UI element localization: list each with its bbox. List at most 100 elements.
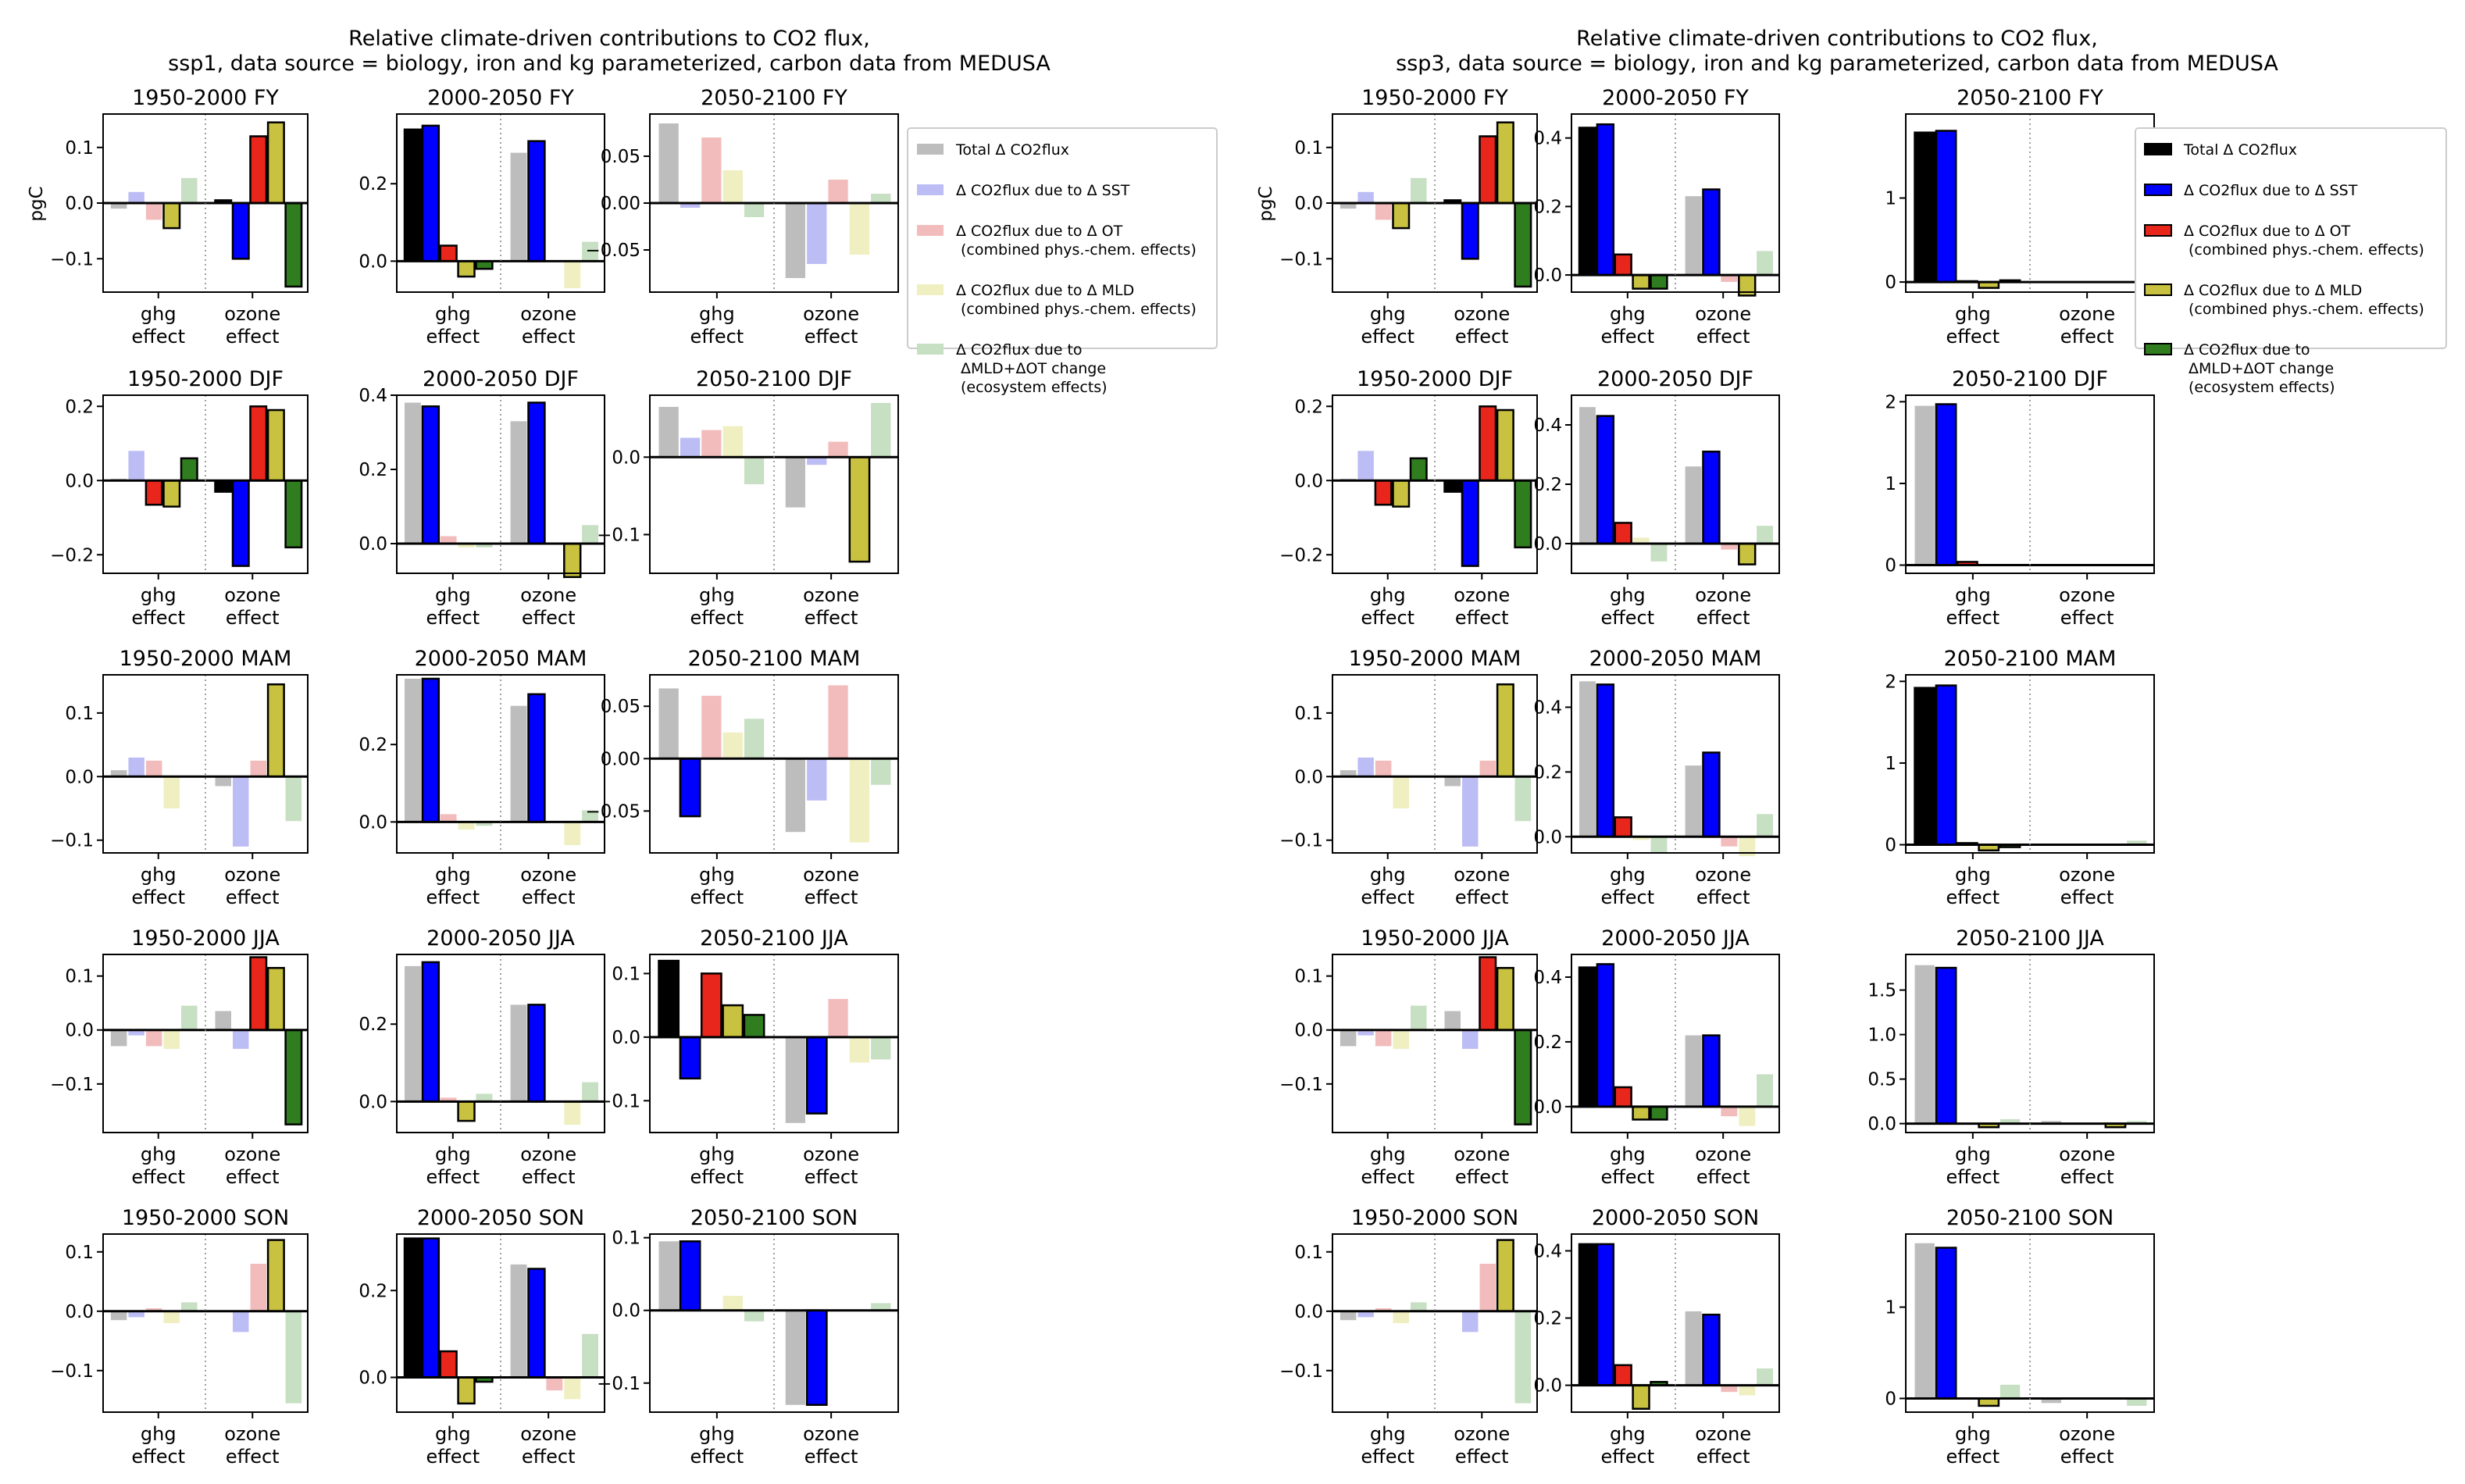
subplot-title: 1950-2000 MAM	[120, 647, 292, 671]
subplot-title: 2050-2100 MAM	[688, 647, 861, 671]
subplot-title: 2000-2050 SON	[417, 1206, 584, 1230]
bar-ot	[1479, 1264, 1496, 1311]
bar-sst	[1357, 191, 1374, 204]
x-category-label: effect	[426, 1166, 480, 1188]
bar-mld	[266, 967, 285, 1032]
bar-sst	[805, 1036, 828, 1115]
bar-sst	[679, 1240, 701, 1311]
x-category-label: ghg	[1370, 303, 1406, 325]
bar-ot	[1375, 1308, 1392, 1311]
x-category-label: ozone	[1695, 1423, 1751, 1445]
legend-label: Δ CO2flux due to Δ OT	[2184, 223, 2351, 240]
bar-ot	[250, 1264, 266, 1311]
bar-mld	[1393, 776, 1409, 808]
x-category-label: effect	[1600, 886, 1654, 908]
bar-mld	[266, 408, 285, 482]
bar-total	[1914, 1243, 1935, 1399]
subplot-frame	[649, 394, 899, 574]
bar-ot	[144, 480, 163, 506]
x-category-label: ghg	[141, 1143, 177, 1165]
bar-mld	[1496, 121, 1514, 205]
subplot: 1950-2000 JJA0.10.0−0.1ghgeffectozoneeff…	[1279, 926, 1538, 1188]
subplot: 1950-2000 DJF0.20.0−0.2ghgeffectozoneeff…	[50, 367, 309, 629]
bar-sst	[128, 757, 144, 777]
x-category-label: ghg	[1370, 1143, 1406, 1165]
subplot-frame	[396, 954, 605, 1133]
bar-eco	[180, 457, 198, 482]
bar-ot	[1721, 544, 1738, 550]
bar-mld	[849, 1036, 870, 1063]
legend-label: ΔMLD+ΔOT change	[2189, 360, 2334, 377]
x-category-label: ozone	[803, 864, 859, 886]
x-category-label: ghg	[1370, 1423, 1406, 1445]
y-tick-label: 0.1	[1294, 704, 1323, 724]
bar-sst	[1462, 1029, 1479, 1049]
x-category-label: effect	[226, 607, 280, 629]
x-category-label: ozone	[803, 303, 859, 325]
bar-total	[1340, 1029, 1357, 1047]
y-tick-label: 0.1	[65, 704, 94, 724]
bar-ot	[1721, 1385, 1738, 1393]
y-tick-label: 0.0	[1533, 534, 1562, 555]
bar-total	[2041, 1398, 2061, 1404]
y-tick-label: 0.0	[65, 1021, 94, 1041]
x-category-label: effect	[1946, 886, 2000, 908]
bar-sst	[527, 1004, 546, 1103]
bar-eco	[284, 480, 303, 549]
bar-ot	[701, 695, 722, 759]
subplot: 2050-2100 JJA1.51.00.50.0ghgeffectozonee…	[1867, 926, 2155, 1188]
x-category-label: ozone	[224, 303, 280, 325]
subplot-frame	[102, 394, 309, 574]
bar-total	[1914, 687, 1936, 846]
legend-swatch	[2144, 143, 2172, 155]
bar-eco	[1514, 1029, 1532, 1125]
legend-entry-ot: Δ CO2flux due to Δ OT(combined phys.-che…	[2144, 223, 2424, 259]
y-tick-label: 1	[1885, 189, 1896, 209]
subplot: 1950-2000 MAM0.10.0−0.1ghgeffectozoneeff…	[1279, 647, 1538, 908]
subplot: 2000-2050 SON0.40.20.0ghgeffectozoneeffe…	[1533, 1206, 1780, 1468]
bar-eco	[871, 194, 891, 203]
subplot-title: 1950-2000 MAM	[1349, 647, 1521, 671]
x-category-label: ozone	[2059, 864, 2115, 886]
subplot-frame	[1332, 674, 1538, 854]
subplot: 1950-2000 SON0.10.0−0.1ghgeffectozoneeff…	[50, 1206, 309, 1468]
bar-ot	[1721, 837, 1738, 847]
bar-ot	[145, 1308, 162, 1311]
bar-sst	[128, 451, 144, 481]
x-category-label: effect	[1696, 886, 1750, 908]
bar-eco	[1757, 251, 1773, 276]
x-category-label: effect	[690, 1446, 744, 1468]
x-category-label: ghg	[435, 1143, 471, 1165]
subplot-frame	[1905, 954, 2155, 1133]
bar-total	[510, 1004, 527, 1102]
legend-entry-sst: Δ CO2flux due to Δ SST	[917, 182, 1130, 199]
x-category-label: effect	[1361, 886, 1414, 908]
bar-mld	[1632, 273, 1650, 290]
x-category-label: effect	[522, 326, 576, 348]
subplot-title: 2050-2100 DJF	[1952, 367, 2108, 391]
bar-total	[1579, 407, 1596, 544]
bar-eco	[1999, 1384, 2021, 1399]
y-tick-label: −0.1	[1279, 831, 1323, 851]
x-category-label: effect	[131, 886, 185, 908]
bar-ot	[1375, 760, 1392, 777]
bar-total	[1444, 1011, 1461, 1030]
subplot-title: 2050-2100 FY	[701, 86, 847, 110]
y-tick-label: 0.4	[1533, 968, 1562, 988]
x-category-label: ghg	[141, 584, 177, 606]
y-tick-label: 0.05	[601, 697, 640, 717]
legend-swatch	[917, 184, 944, 195]
x-category-label: effect	[1455, 607, 1509, 629]
y-tick-label: 0.1	[65, 1243, 94, 1263]
x-category-label: ozone	[1695, 584, 1751, 606]
bar-sst	[527, 1268, 546, 1379]
bar-total	[1578, 966, 1597, 1108]
bar-total	[1578, 1243, 1597, 1386]
bar-total	[1443, 480, 1462, 493]
legend-label: (ecosystem effects)	[961, 379, 1108, 396]
y-tick-label: 0.0	[65, 471, 94, 491]
x-category-label: effect	[1361, 607, 1414, 629]
